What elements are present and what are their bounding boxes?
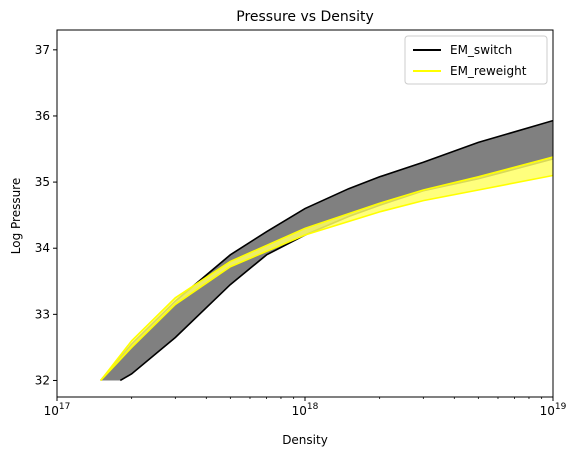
y-axis: 32 33 34 35 36 37 [35, 43, 57, 387]
y-tick-label: 36 [35, 109, 50, 123]
y-tick-label: 34 [35, 241, 50, 255]
em-reweight-lower-line [100, 174, 553, 382]
x-tick-label: 1019 [540, 402, 567, 418]
em-reweight-upper-line [100, 156, 553, 381]
y-axis-label: Log Pressure [9, 178, 23, 255]
legend: EM_switch EM_reweight [404, 35, 548, 85]
plot-area [56, 29, 554, 398]
em-reweight-band [100, 157, 553, 381]
legend-label-em-reweight: EM_reweight [450, 64, 527, 78]
y-tick-label: 32 [35, 373, 50, 387]
x-axis-label: Density [282, 433, 328, 447]
x-tick-label: 1018 [292, 402, 319, 418]
chart-title: Pressure vs Density [236, 9, 373, 25]
legend-label-em-switch: EM_switch [450, 43, 512, 57]
series-layer [100, 119, 553, 382]
y-tick-label: 33 [35, 307, 50, 321]
x-tick-label: 1017 [44, 402, 71, 418]
y-tick-label: 35 [35, 175, 50, 189]
x-axis: 1017 1018 1019 [44, 397, 567, 418]
y-tick-label: 37 [35, 43, 50, 57]
